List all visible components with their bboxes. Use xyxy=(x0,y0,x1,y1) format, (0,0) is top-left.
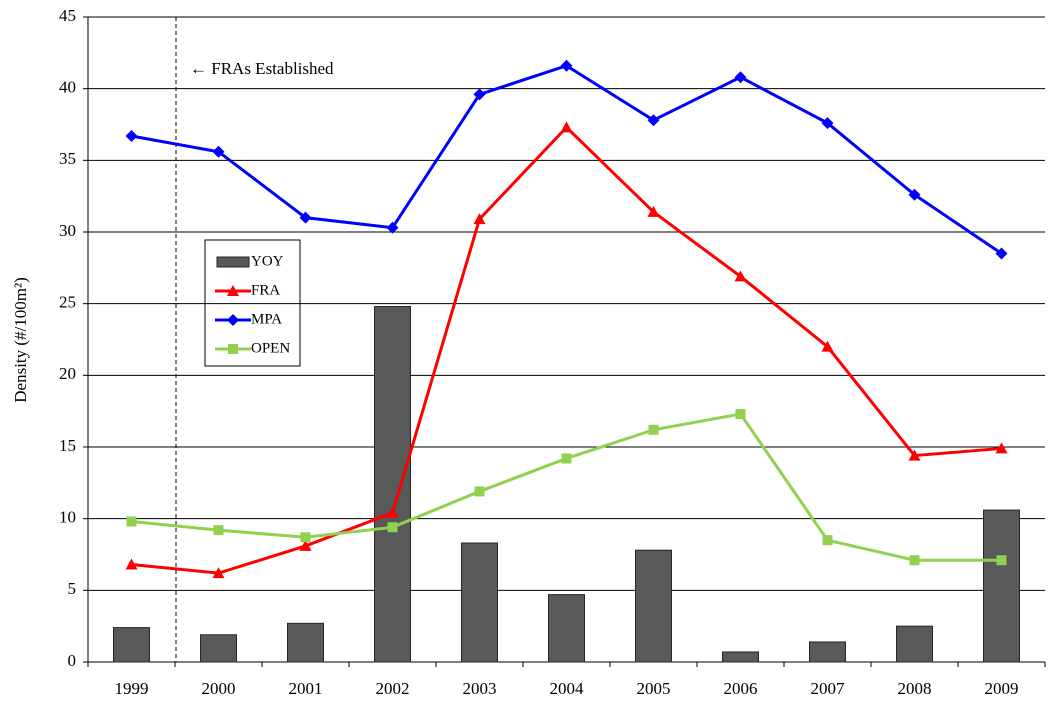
marker xyxy=(995,247,1008,260)
marker xyxy=(561,453,572,464)
legend-label: YOY xyxy=(251,253,284,269)
marker xyxy=(387,522,398,533)
marker xyxy=(299,211,312,224)
marker xyxy=(386,221,399,234)
marker xyxy=(125,558,138,570)
marker xyxy=(213,525,224,536)
legend-swatch xyxy=(216,256,250,268)
marker xyxy=(125,129,138,142)
y-axis-label: Density (#/100m²) xyxy=(11,277,30,403)
y-tick-label: 30 xyxy=(59,221,76,240)
marker xyxy=(995,442,1008,454)
x-tick-label: 2007 xyxy=(811,679,846,698)
legend-label: FRA xyxy=(251,282,280,298)
bar xyxy=(200,634,237,663)
y-tick-label: 0 xyxy=(68,651,77,670)
marker xyxy=(212,145,225,158)
y-tick-label: 45 xyxy=(59,6,76,25)
x-tick-label: 2009 xyxy=(985,679,1019,698)
x-tick-label: 2005 xyxy=(637,679,671,698)
marker xyxy=(909,555,920,566)
marker xyxy=(126,516,137,527)
bar xyxy=(635,549,672,663)
marker xyxy=(908,188,921,201)
marker xyxy=(734,71,747,84)
legend: YOY FRA MPA OPEN xyxy=(204,239,301,367)
marker xyxy=(821,340,834,352)
legend-label: MPA xyxy=(251,311,282,327)
marker xyxy=(647,114,660,127)
bar xyxy=(374,306,411,663)
bar xyxy=(461,542,498,663)
y-tick-label: 40 xyxy=(59,78,76,97)
bar xyxy=(287,622,324,663)
marker xyxy=(735,409,746,420)
y-tick-label: 20 xyxy=(59,364,76,383)
y-tick-label: 10 xyxy=(59,508,76,527)
marker xyxy=(560,121,573,133)
bar xyxy=(983,509,1020,663)
marker xyxy=(996,555,1007,566)
marker xyxy=(300,532,311,543)
bar xyxy=(548,594,585,663)
marker xyxy=(386,506,399,518)
x-tick-label: 2003 xyxy=(463,679,497,698)
x-tick-label: 2000 xyxy=(202,679,236,698)
x-tick-label: 2006 xyxy=(724,679,758,698)
x-tick-label: 2001 xyxy=(289,679,323,698)
legend-label: OPEN xyxy=(251,340,290,356)
x-tick-label: 2002 xyxy=(376,679,410,698)
marker xyxy=(647,205,660,217)
marker xyxy=(212,567,225,579)
annotation: ← FRAs Established xyxy=(190,59,334,78)
marker xyxy=(821,117,834,130)
bar xyxy=(113,627,150,663)
y-tick-label: 5 xyxy=(68,579,77,598)
x-tick-label: 2004 xyxy=(550,679,585,698)
bar xyxy=(896,625,933,663)
x-tick-label: 1999 xyxy=(115,679,149,698)
marker xyxy=(560,59,573,72)
marker xyxy=(474,486,485,497)
y-tick-label: 35 xyxy=(59,149,76,168)
y-tick-label: 15 xyxy=(59,436,76,455)
marker xyxy=(299,539,312,551)
marker xyxy=(473,88,486,101)
marker xyxy=(908,449,921,461)
legend-marker xyxy=(227,314,239,326)
marker xyxy=(734,270,747,282)
marker xyxy=(648,424,659,435)
marker xyxy=(822,535,833,546)
marker xyxy=(473,213,486,225)
bar xyxy=(809,641,846,663)
legend-marker xyxy=(227,285,239,296)
x-tick-label: 2008 xyxy=(898,679,932,698)
bar xyxy=(722,651,759,663)
legend-marker xyxy=(228,344,238,354)
y-tick-label: 25 xyxy=(59,293,76,312)
